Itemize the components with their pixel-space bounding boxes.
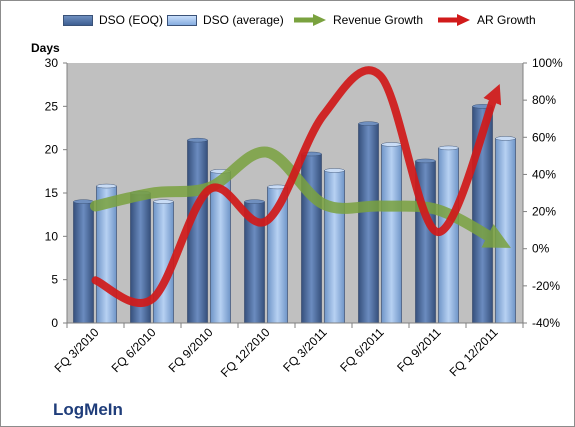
x-tick-label: FQ 12/2010 [218, 325, 273, 380]
bar-dso-eoq-fq-3-2010 [73, 201, 94, 324]
x-tick-label: FQ 6/2011 [337, 325, 387, 375]
bars-layer [73, 104, 516, 324]
bar-cap-dso-eoq-fq-9-2011 [415, 158, 436, 164]
bar-cap-dso-average-fq-6-2010 [153, 199, 174, 204]
legend-swatch-dso-eoq [63, 14, 93, 26]
bar-cap-dso-average-fq-12-2011 [495, 136, 516, 141]
right-tick-label: -20% [532, 279, 560, 293]
x-tick-label: FQ 9/2011 [394, 325, 444, 375]
x-tick-label: FQ 9/2010 [166, 325, 216, 375]
legend-item-revenue-growth: Revenue Growth [293, 13, 423, 27]
bar-dso-average-fq-6-2011 [381, 144, 402, 324]
right-tick-label: 0% [532, 242, 550, 256]
lines-layer [90, 66, 511, 307]
legend: DSO (EOQ) DSO (average) Revenue Growth A… [1, 13, 574, 37]
bar-cap-dso-average-fq-3-2010 [96, 183, 117, 189]
left-tick-label: 5 [51, 273, 58, 287]
legend-item-dso-average: DSO (average) [167, 13, 284, 27]
bar-cap-dso-eoq-fq-3-2010 [73, 199, 94, 204]
x-tick-label: FQ 3/2010 [52, 325, 102, 375]
legend-item-ar-growth: AR Growth [437, 13, 536, 27]
legend-arrow-green-icon [294, 14, 326, 26]
legend-arrow-red-icon [438, 14, 470, 26]
left-tick-label: 0 [51, 316, 58, 330]
bar-cap-dso-eoq-fq-12-2010 [244, 199, 265, 204]
company-label: LogMeIn [53, 400, 123, 419]
x-tick-label: FQ 6/2010 [109, 325, 159, 375]
bar-cap-dso-average-fq-6-2011 [381, 142, 402, 147]
right-tick-label: 60% [532, 130, 556, 144]
bar-cap-dso-average-fq-3-2011 [324, 168, 345, 173]
left-tick-label: 30 [45, 56, 59, 70]
legend-label-dso-average: DSO (average) [203, 13, 284, 27]
left-tick-label: 25 [45, 99, 59, 113]
bar-dso-eoq-fq-9-2010 [187, 139, 208, 324]
bar-dso-average-fq-3-2011 [324, 170, 345, 324]
left-tick-label: 20 [45, 143, 59, 157]
legend-item-dso-eoq: DSO (EOQ) [63, 13, 163, 27]
left-axis-title: Days [31, 41, 60, 55]
legend-label-dso-eoq: DSO (EOQ) [99, 13, 164, 27]
left-tick-label: 15 [45, 186, 59, 200]
right-tick-label: 20% [532, 205, 556, 219]
bar-cap-dso-eoq-fq-9-2010 [187, 137, 208, 143]
x-tick-label: FQ 12/2011 [447, 325, 501, 379]
right-tick-label: -40% [532, 316, 560, 330]
legend-label-revenue-growth: Revenue Growth [333, 13, 424, 27]
right-tick-label: 100% [532, 56, 563, 70]
line-ar-growth [91, 66, 502, 307]
left-tick-label: 10 [45, 229, 59, 243]
right-tick-label: 80% [532, 93, 556, 107]
legend-label-ar-growth: AR Growth [477, 13, 536, 27]
bar-dso-average-fq-12-2011 [495, 138, 516, 324]
legend-swatch-dso-average [167, 14, 197, 26]
x-tick-label: FQ 3/2011 [280, 325, 330, 375]
bar-cap-dso-eoq-fq-6-2011 [358, 121, 379, 126]
bar-dso-eoq-fq-6-2011 [358, 123, 379, 324]
bar-cap-dso-average-fq-9-2011 [438, 145, 459, 151]
right-tick-label: 40% [532, 167, 556, 181]
